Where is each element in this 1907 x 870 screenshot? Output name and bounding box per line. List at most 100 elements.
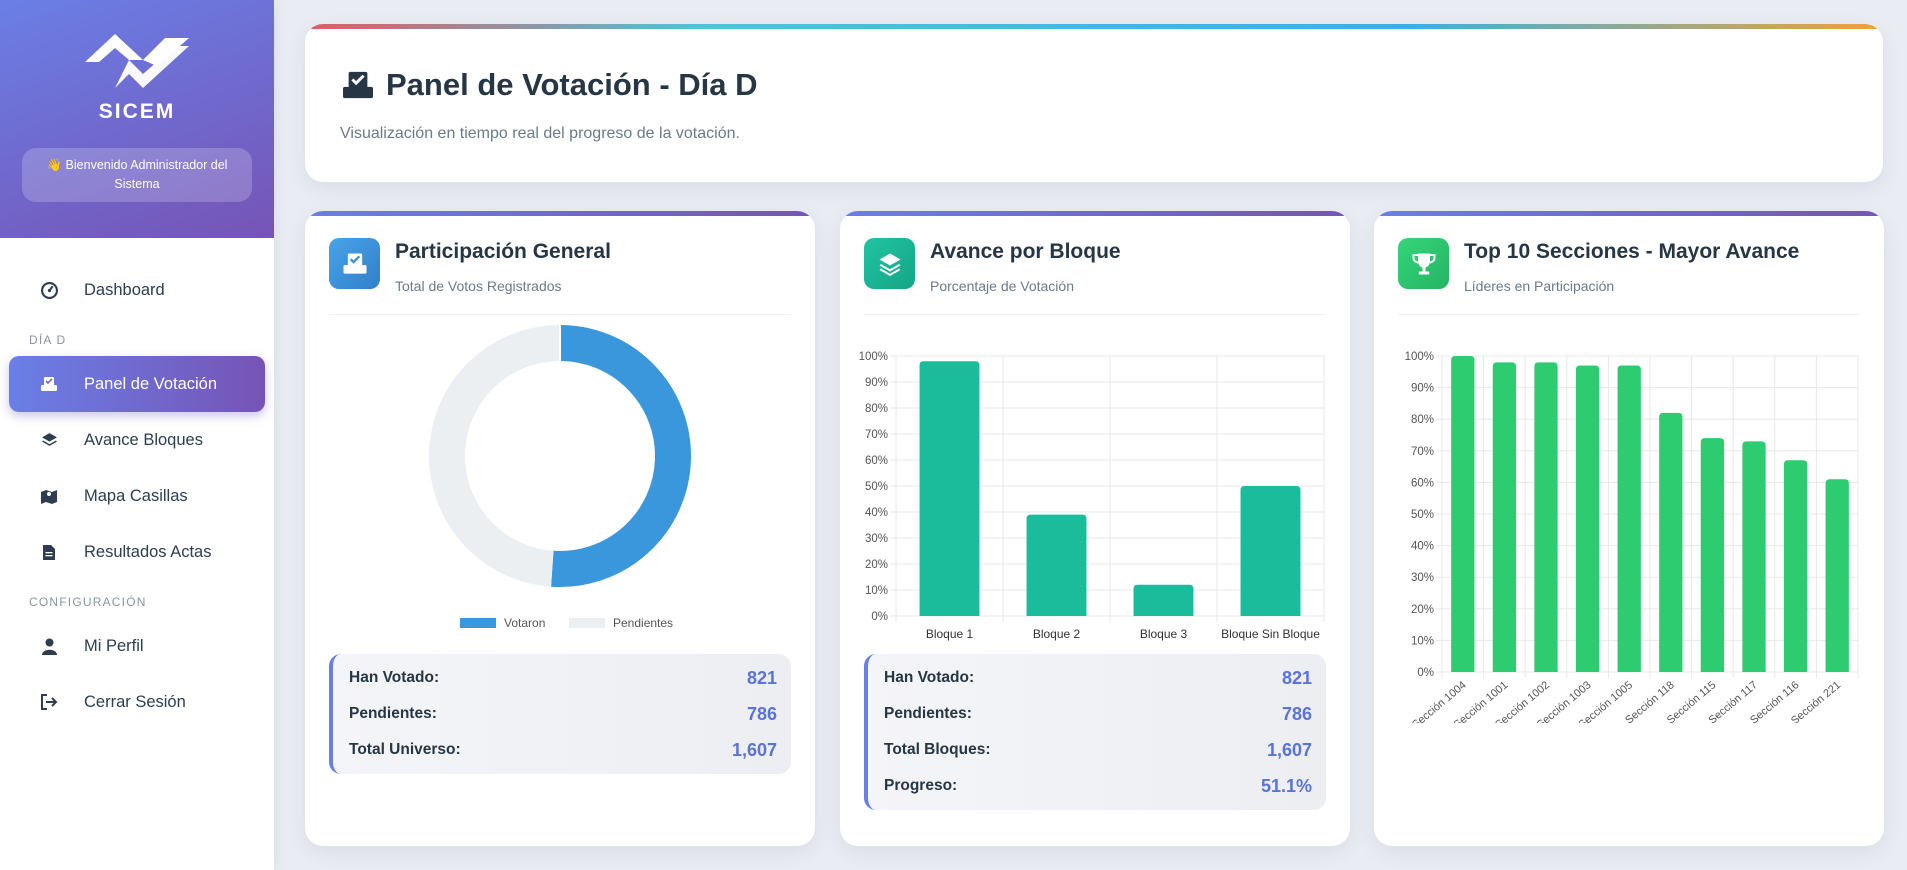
sidebar-header: SICEM 👋 Bienvenido Administrador del Sis… [0,0,274,238]
bar-bloque-2 [1026,514,1087,616]
logout-icon [39,694,59,710]
stat-label: Progreso: [884,777,958,794]
card-header: Avance por Bloque Porcentaje de Votación [864,238,1326,315]
stat-label: Han Votado: [349,669,440,686]
bar-bloque-sin-bloque [1240,486,1301,616]
bar-sección-117 [1742,441,1766,672]
sicem-logo-icon [85,34,189,88]
bar-sección-221 [1825,479,1849,672]
stat-row-total: Total Universo: 1,607 [349,732,777,768]
nav-section-dia-d: DÍA D [29,333,67,347]
y-tick-label: 10% [1411,635,1434,647]
sidebar-item-mapa-casillas[interactable]: Mapa Casillas [9,468,265,524]
y-tick-label: 30% [865,533,888,545]
stat-row-votado: Han Votado: 821 [884,660,1312,696]
sidebar-item-avance-bloques[interactable]: Avance Bloques [9,412,265,468]
stat-row-total: Total Bloques: 1,607 [884,732,1312,768]
stat-value: 786 [1281,703,1312,724]
card-title: Participación General [395,240,611,263]
sidebar: SICEM 👋 Bienvenido Administrador del Sis… [0,0,274,870]
participation-stats: Han Votado: 821 Pendientes: 786 Total Un… [329,654,791,774]
avance-card: Avance por Bloque Porcentaje de Votación… [840,211,1350,846]
y-tick-label: 0% [1417,667,1434,679]
y-tick-label: 60% [1411,477,1434,489]
welcome-badge: 👋 Bienvenido Administrador del Sistema [22,148,252,202]
stat-value: 1,607 [731,739,777,760]
y-tick-label: 90% [1411,383,1434,395]
card-title: Top 10 Secciones - Mayor Avance [1464,240,1800,263]
sidebar-nav: Dashboard DÍA D Panel de Votación Avance… [0,238,274,730]
participation-donut-chart: Votaron Pendientes [429,325,691,630]
user-icon [39,638,59,655]
card-header: Participación General Total de Votos Reg… [329,238,791,315]
sidebar-item-label: Resultados Actas [84,542,212,561]
bar-sección-115 [1700,438,1725,672]
x-tick-label: Bloque Sin Bloque [1221,627,1320,641]
donut-slice-pendientes [429,325,561,587]
sidebar-item-mi-perfil[interactable]: Mi Perfil [9,618,265,674]
legend-label-votaron: Votaron [504,616,545,630]
y-tick-label: 90% [865,377,888,389]
map-icon [39,488,59,504]
nav-section-configuracion: CONFIGURACIÓN [29,595,147,609]
sidebar-item-label: Mapa Casillas [84,486,188,505]
x-tick-label: Bloque 2 [1033,627,1081,641]
donut-slice-votaron [551,325,691,587]
card-accent-bar [840,211,1350,216]
bar-sección-1001 [1492,362,1517,672]
card-subtitle: Líderes en Participación [1464,278,1615,294]
bar-sección-118 [1659,412,1683,672]
stat-row-pendientes: Pendientes: 786 [349,696,777,732]
card-subtitle: Porcentaje de Votación [930,278,1074,294]
sidebar-item-cerrar-sesion[interactable]: Cerrar Sesión [9,674,265,730]
page-title: Panel de Votación - Día D [386,67,758,102]
stat-label: Han Votado: [884,669,975,686]
page-subtitle: Visualización en tiempo real del progres… [340,125,740,142]
card-accent-bar [305,211,815,216]
y-tick-label: 70% [1411,446,1434,458]
sidebar-item-panel-votacion[interactable]: Panel de Votación [9,356,265,412]
y-tick-label: 80% [865,403,888,415]
page-title-row: Panel de Votación - Día D [340,67,1883,103]
y-tick-label: 70% [865,429,888,441]
y-tick-label: 30% [1411,572,1434,584]
y-tick-label: 10% [865,585,888,597]
stat-label: Total Universo: [349,741,461,758]
y-tick-label: 20% [865,559,888,571]
vote-box-icon [39,376,59,392]
stat-row-votado: Han Votado: 821 [349,660,777,696]
sidebar-item-label: Mi Perfil [84,636,144,655]
card-accent-bar [1374,211,1884,216]
y-tick-label: 20% [1411,604,1434,616]
stat-row-progreso: Progreso: 51.1% [884,768,1312,804]
stat-value: 821 [1281,667,1312,688]
header-accent-bar [305,24,1883,29]
sidebar-item-resultados-actas[interactable]: Resultados Actas [9,524,265,580]
bar-sección-1004 [1451,356,1475,672]
y-tick-label: 0% [871,611,888,623]
sidebar-item-dashboard[interactable]: Dashboard [9,262,265,318]
legend-swatch-votaron [460,618,496,628]
brand-name: SICEM [98,100,176,123]
stat-row-pendientes: Pendientes: 786 [884,696,1312,732]
stat-value: 1,607 [1266,739,1312,760]
bar-sección-116 [1783,460,1808,672]
trophy-icon [1398,238,1449,289]
vote-box-icon [329,238,380,289]
card-header: Top 10 Secciones - Mayor Avance Líderes … [1398,238,1860,315]
participacion-card: Participación General Total de Votos Reg… [305,211,815,846]
bar-sección-1005 [1617,365,1641,672]
layers-icon [39,432,59,449]
document-icon [39,544,59,561]
card-title: Avance por Bloque [930,240,1121,263]
avance-stats: Han Votado: 821 Pendientes: 786 Total Bl… [864,654,1326,810]
sidebar-item-label: Avance Bloques [84,430,203,449]
stat-value: 786 [746,703,777,724]
y-tick-label: 40% [865,507,888,519]
y-tick-label: 50% [1411,509,1434,521]
stat-label: Pendientes: [884,705,972,722]
stat-value: 51.1% [1260,775,1312,796]
top10-bar-chart: 0%10%20%30%40%50%60%70%80%90%100%Sección… [1405,351,1859,723]
vote-box-icon [340,70,376,100]
bar-bloque-1 [919,361,980,616]
